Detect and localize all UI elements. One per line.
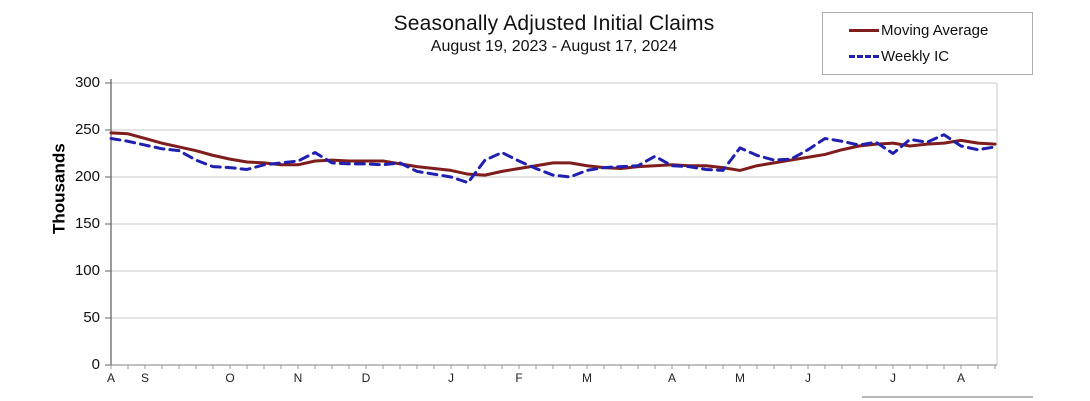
x-tick-label-J: J (805, 371, 811, 385)
series-weekly-ic (109, 133, 997, 185)
x-tick-label-M: M (735, 371, 745, 385)
x-tick-label-A: A (956, 371, 965, 385)
y-tick-label: 50 (83, 309, 100, 326)
x-tick-label-M: M (582, 371, 592, 385)
x-tick-label-A: A (667, 371, 676, 385)
x-tick-label-D: D (361, 371, 371, 385)
series-moving-average (109, 131, 997, 177)
legend-item-moving-average: Moving Average (823, 22, 1032, 39)
legend: Moving Average Weekly IC (822, 12, 1033, 75)
x-tick-label-F: F (515, 371, 523, 385)
y-tick-label: 150 (74, 215, 100, 232)
chart-title: Seasonally Adjusted Initial Claims (393, 12, 715, 35)
y-tick-label: 200 (74, 168, 100, 185)
x-tick-label-S: S (140, 371, 149, 385)
x-tick-label-J: J (890, 371, 896, 385)
chart-subtitle: August 19, 2023 - August 17, 2024 (430, 38, 678, 55)
x-tick-label-A: A (106, 371, 115, 385)
legend-item-weekly-ic: Weekly IC (823, 48, 1032, 65)
x-tick-label-J: J (448, 371, 454, 385)
y-tick-label: 250 (74, 121, 100, 138)
legend-label: Weekly IC (881, 48, 950, 65)
y-tick-label: 300 (74, 74, 100, 91)
moving-average-line-swatch (849, 29, 879, 32)
cropped-textbox-edge (862, 396, 1033, 398)
y-tick-label: 100 (74, 262, 100, 279)
x-tick-label-N: N (293, 371, 303, 385)
legend-label: Moving Average (881, 22, 989, 39)
x-tick-label-O: O (225, 371, 235, 385)
y-tick-label: 0 (91, 356, 100, 373)
weekly-ic-line-swatch (849, 55, 879, 58)
